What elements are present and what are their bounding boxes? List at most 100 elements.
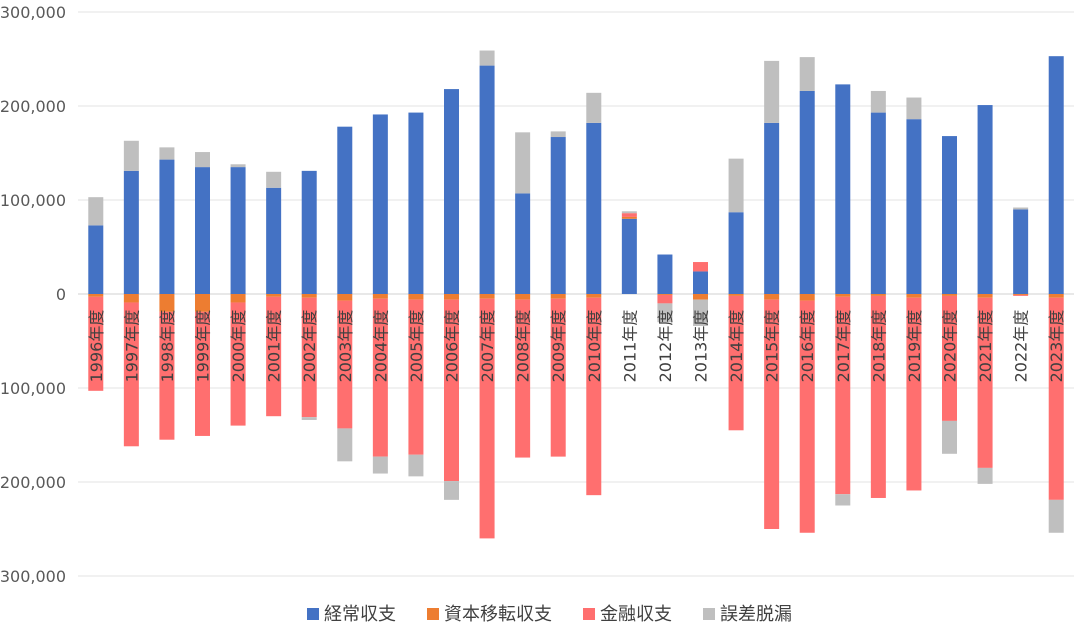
x-tick-label: 2006年度 bbox=[443, 310, 462, 383]
bar-segment bbox=[88, 296, 104, 391]
bar-segment bbox=[301, 297, 317, 418]
y-tick-label: 300,000 bbox=[0, 3, 66, 22]
bar-segment bbox=[728, 158, 744, 213]
bar-segment bbox=[479, 65, 495, 294]
bar-segment bbox=[337, 126, 353, 295]
bar-segment bbox=[266, 294, 282, 297]
bar-segment bbox=[515, 299, 531, 458]
bar-segment bbox=[515, 132, 531, 194]
bar-segment bbox=[728, 295, 744, 431]
bar-segment bbox=[550, 298, 566, 457]
legend-swatch bbox=[307, 608, 319, 620]
y-tick-label: 200,000 bbox=[0, 97, 66, 116]
bar-segment bbox=[657, 254, 673, 294]
bar-segment bbox=[408, 112, 424, 294]
bar-segment bbox=[835, 494, 851, 506]
bar-segment bbox=[266, 187, 282, 294]
bar-segment bbox=[621, 211, 637, 214]
x-tick-label: 2020年度 bbox=[941, 310, 960, 383]
bar-segment bbox=[693, 271, 708, 294]
bar-segment bbox=[159, 147, 175, 160]
legend-swatch bbox=[583, 608, 595, 620]
bar-segment bbox=[550, 294, 566, 299]
bar-segment bbox=[159, 311, 175, 440]
bar-segment bbox=[159, 294, 175, 312]
bar-segment bbox=[764, 122, 780, 294]
bar-segment bbox=[942, 295, 957, 421]
bar-segment bbox=[195, 167, 210, 294]
bar-segment bbox=[372, 298, 388, 457]
bar-segment bbox=[693, 299, 708, 326]
bar-segment bbox=[301, 294, 317, 298]
bar-segment bbox=[123, 140, 139, 171]
x-tick-label: 2004年度 bbox=[371, 310, 390, 383]
bar-segment bbox=[586, 297, 602, 496]
x-tick-label: 2014年度 bbox=[727, 310, 746, 383]
x-tick-label: 2015年度 bbox=[763, 310, 782, 383]
bar-segment bbox=[301, 170, 317, 294]
bar-segment bbox=[586, 92, 602, 123]
bar-segment bbox=[657, 294, 673, 304]
bar-segment bbox=[337, 300, 353, 429]
bar-segment bbox=[799, 90, 815, 295]
bar-segment bbox=[550, 131, 566, 138]
y-tick-label: -100,000 bbox=[0, 379, 66, 398]
bar-segment bbox=[835, 296, 851, 495]
x-tick-label: 2009年度 bbox=[549, 310, 568, 383]
bar-segment bbox=[586, 122, 602, 294]
x-tick-label: 2007年度 bbox=[478, 310, 497, 383]
bar-segment bbox=[906, 297, 922, 491]
legend-swatch bbox=[427, 608, 439, 620]
bar-segment bbox=[835, 294, 851, 297]
bar-segment bbox=[444, 481, 459, 500]
bar-segment bbox=[1048, 294, 1064, 298]
bar-segment bbox=[693, 262, 708, 272]
x-tick-label: 2005年度 bbox=[407, 310, 426, 383]
bar-segment bbox=[444, 299, 459, 482]
bar-segment bbox=[337, 294, 353, 301]
x-tick-label: 2002年度 bbox=[300, 310, 319, 383]
bar-segment bbox=[479, 50, 495, 66]
bar-segment bbox=[1013, 294, 1029, 296]
bar-segment bbox=[764, 60, 780, 123]
x-tick-label: 2023年度 bbox=[1047, 310, 1066, 383]
bar-segment bbox=[906, 294, 922, 298]
bar-segment bbox=[123, 294, 139, 303]
bar-marks bbox=[88, 50, 1064, 539]
bar-segment bbox=[835, 84, 851, 294]
bar-segment bbox=[1013, 209, 1029, 294]
x-tick-label: 2003年度 bbox=[336, 310, 355, 383]
x-tick-label: 2010年度 bbox=[585, 310, 604, 383]
x-tick-label: 1999年度 bbox=[194, 310, 213, 383]
bar-segment bbox=[444, 294, 459, 300]
bar-segment bbox=[408, 454, 424, 477]
bar-segment bbox=[230, 302, 246, 426]
bar-segment bbox=[550, 137, 566, 294]
legend-swatch bbox=[703, 608, 715, 620]
x-tick-label: 2016年度 bbox=[798, 310, 817, 383]
x-tick-label: 2021年度 bbox=[976, 310, 995, 383]
bar-segment bbox=[195, 152, 210, 168]
bar-segment bbox=[408, 294, 424, 300]
bar-segment bbox=[88, 197, 104, 226]
bar-segment bbox=[764, 299, 780, 529]
x-tick-label: 2011年度 bbox=[620, 310, 639, 383]
bar-segment bbox=[479, 294, 495, 299]
bar-segment bbox=[870, 90, 886, 113]
bar-segment bbox=[1048, 56, 1064, 295]
bar-segment bbox=[1048, 297, 1064, 500]
bar-segment bbox=[479, 298, 495, 539]
bar-segment bbox=[942, 136, 957, 294]
x-tick-label: 2017年度 bbox=[834, 310, 853, 383]
bar-segment bbox=[159, 159, 175, 294]
y-tick-label: 0 bbox=[56, 285, 66, 304]
bar-segment bbox=[977, 105, 993, 294]
legend-label: 誤差脱漏 bbox=[720, 604, 792, 625]
bar-segment bbox=[870, 294, 886, 296]
bar-segment bbox=[1013, 294, 1029, 295]
bar-segment bbox=[266, 296, 282, 417]
bar-segment bbox=[515, 193, 531, 294]
bar-segment bbox=[408, 299, 424, 455]
bar-segment bbox=[123, 170, 139, 294]
